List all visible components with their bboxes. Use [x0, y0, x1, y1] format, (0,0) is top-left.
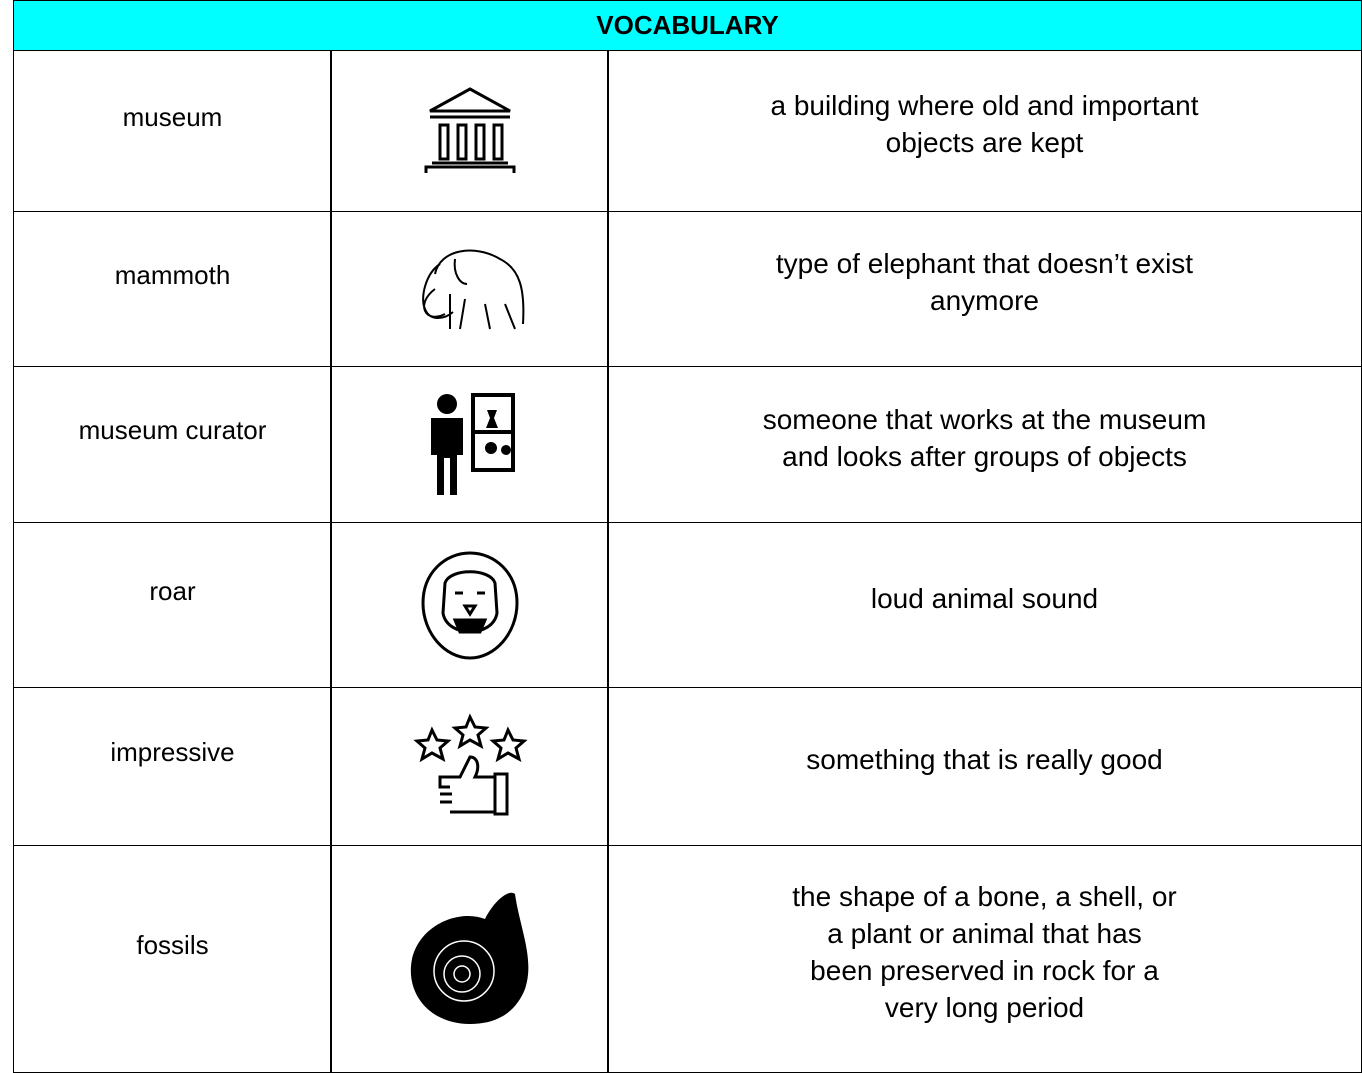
definition-line: been preserved in rock for a — [810, 955, 1159, 986]
word-cell: museum curator — [13, 366, 332, 523]
definition-cell: type of elephant that doesn’t exist anymo… — [607, 211, 1362, 367]
definition-cell: someone that works at the museum and look… — [607, 366, 1362, 523]
curator-icon — [430, 392, 515, 495]
definition-line: objects are kept — [885, 127, 1084, 158]
word-cell: roar — [13, 522, 332, 688]
definition-line: very long period — [884, 992, 1085, 1023]
definition-cell: loud animal sound — [607, 522, 1362, 688]
museum-icon — [424, 87, 515, 173]
definition-line: someone that works at the museum — [762, 403, 1207, 435]
icon-cell — [330, 50, 609, 212]
fossil-icon — [410, 892, 528, 1024]
definition-cell: a building where old and important object… — [607, 50, 1362, 212]
mammoth-icon — [421, 249, 524, 330]
table-title: VOCABULARY — [13, 0, 1362, 51]
icon-cell — [330, 687, 609, 846]
word-cell: impressive — [13, 687, 332, 846]
definition-cell: something that is really good — [607, 687, 1362, 846]
definition-line: something that is really good — [806, 744, 1163, 775]
definition-line: and looks after groups of objects — [782, 440, 1187, 472]
definition-line: loud animal sound — [870, 582, 1099, 614]
definition-line: a building where old and important — [770, 90, 1199, 121]
definition-line: anymore — [930, 285, 1039, 316]
word-cell: mammoth — [13, 211, 332, 367]
icon-cell — [330, 366, 609, 523]
lion-icon — [420, 550, 519, 660]
word-cell: museum — [13, 50, 332, 212]
icon-cell — [330, 845, 609, 1073]
definition-line: a plant or animal that has — [827, 918, 1142, 949]
impressive-icon — [412, 712, 528, 815]
definition-line: type of elephant that doesn’t exist — [775, 248, 1194, 279]
icon-cell — [330, 522, 609, 688]
icon-cell — [330, 211, 609, 367]
word-cell: fossils — [13, 845, 332, 1073]
definition-line: the shape of a bone, a shell, or — [792, 881, 1177, 912]
definition-cell: the shape of a bone, a shell, or a plant … — [607, 845, 1362, 1073]
